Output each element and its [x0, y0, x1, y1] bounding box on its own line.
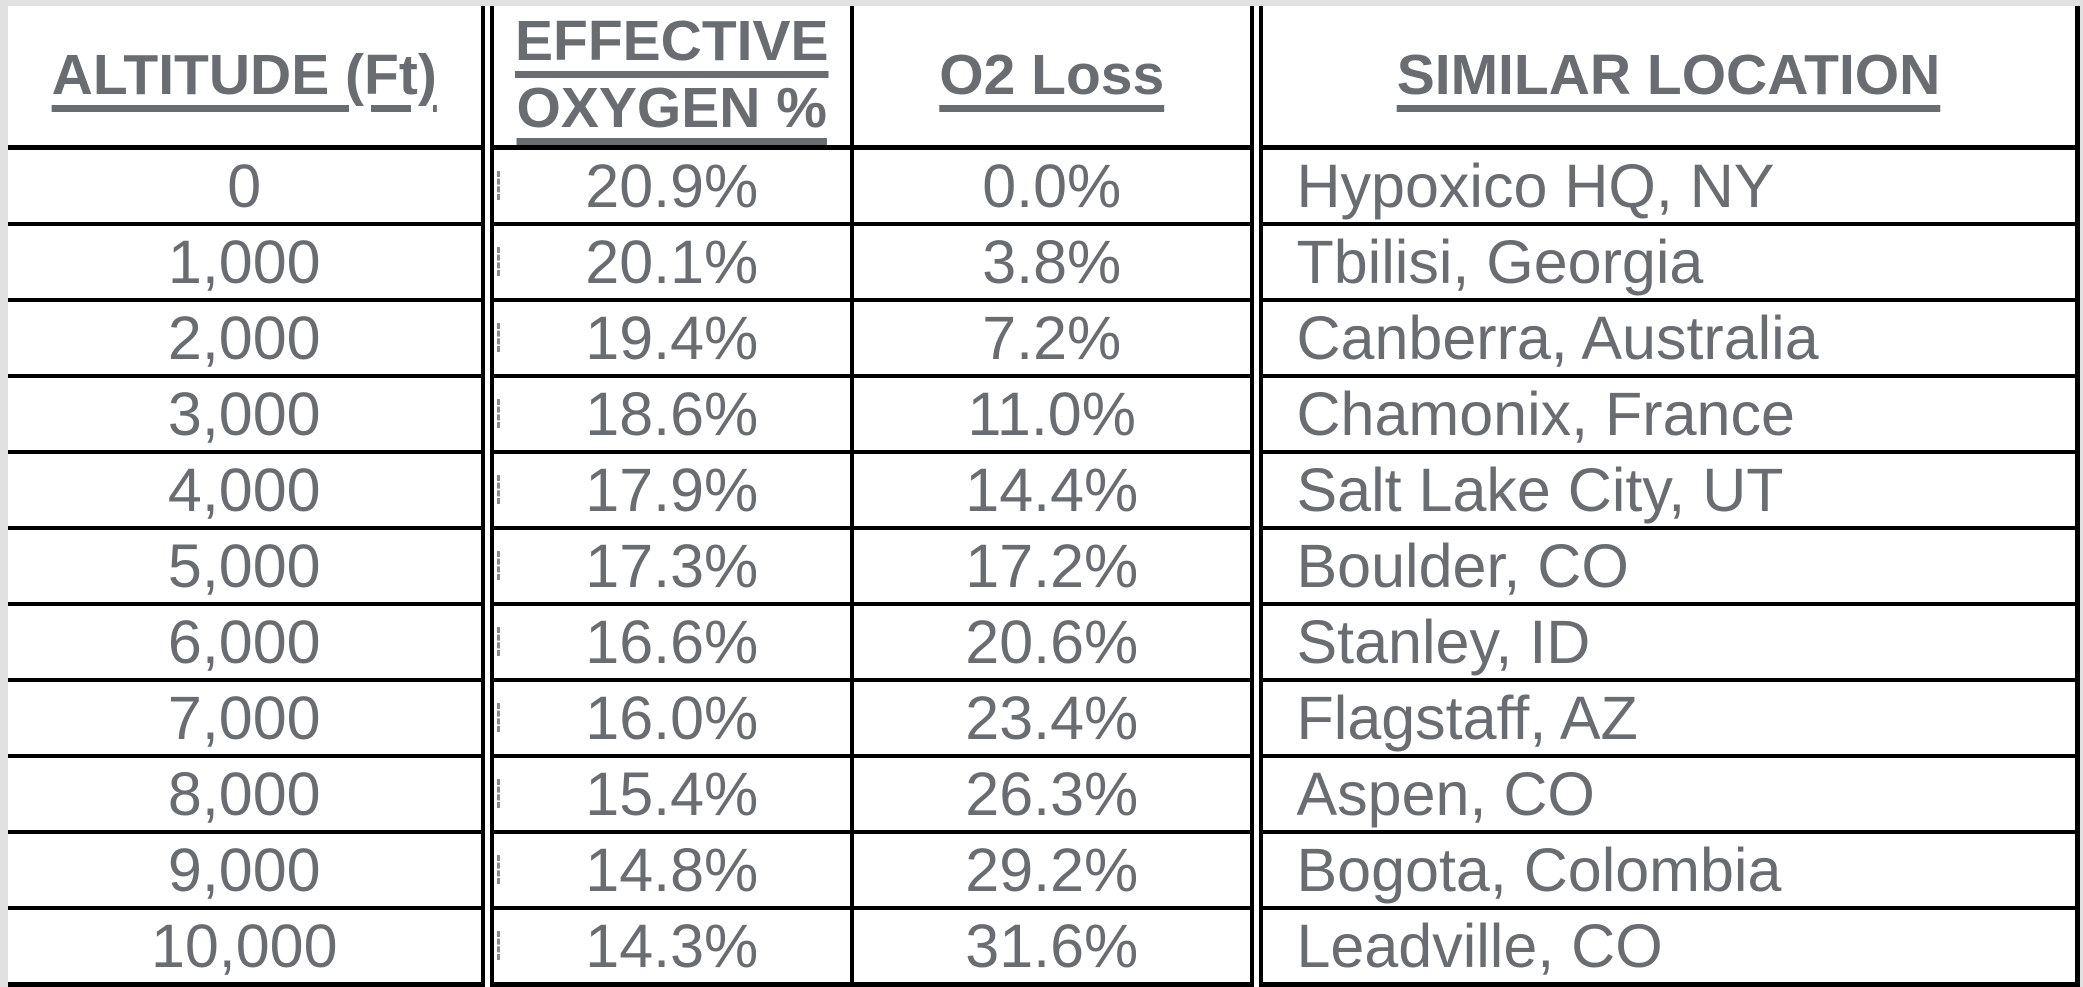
o2-loss-cell: 11.0%	[850, 375, 1256, 454]
column-header-altitude: ALTITUDE (Ft)	[8, 6, 487, 150]
table-row: 5,000 17.3% 17.2% Boulder, CO	[8, 527, 2077, 606]
column-header-o2-loss-label: O2 Loss	[939, 42, 1165, 107]
similar-location-cell: Boulder, CO	[1249, 527, 2077, 606]
column-header-similar-location-label: SIMILAR LOCATION	[1396, 42, 1941, 107]
column-header-effective-oxygen: EFFECTIVE OXYGEN %	[480, 6, 852, 150]
altitude-cell: 5,000	[8, 527, 487, 606]
table-row: 0 20.9% 0.0% Hypoxico HQ, NY	[8, 147, 2077, 226]
column-header-oxygen-label-line1: EFFECTIVE	[514, 9, 829, 74]
altitude-cell: 10,000	[8, 907, 487, 986]
table-row: 4,000 17.9% 14.4% Salt Lake City, UT	[8, 451, 2077, 530]
altitude-cell: 1,000	[8, 223, 487, 302]
column-header-similar-location: SIMILAR LOCATION	[1249, 6, 2077, 150]
effective-oxygen-cell: 19.4%	[480, 299, 852, 378]
altitude-cell: 8,000	[8, 755, 487, 834]
o2-loss-cell: 14.4%	[850, 451, 1256, 530]
effective-oxygen-cell: 16.6%	[480, 603, 852, 682]
similar-location-cell: Aspen, CO	[1249, 755, 2077, 834]
similar-location-cell: Hypoxico HQ, NY	[1249, 147, 2077, 226]
altitude-cell: 2,000	[8, 299, 487, 378]
table-row: 1,000 20.1% 3.8% Tbilisi, Georgia	[8, 223, 2077, 302]
altitude-cell: 6,000	[8, 603, 487, 682]
altitude-oxygen-table: ALTITUDE (Ft) EFFECTIVE OXYGEN % O2 Loss…	[8, 6, 2080, 987]
o2-loss-cell: 0.0%	[850, 147, 1256, 226]
table-body: 0 20.9% 0.0% Hypoxico HQ, NY 1,000 20.1%…	[8, 147, 2077, 986]
table-header: ALTITUDE (Ft) EFFECTIVE OXYGEN % O2 Loss…	[8, 6, 2077, 150]
effective-oxygen-cell: 14.8%	[480, 831, 852, 910]
altitude-cell: 7,000	[8, 679, 487, 758]
o2-loss-cell: 7.2%	[850, 299, 1256, 378]
o2-loss-cell: 20.6%	[850, 603, 1256, 682]
altitude-cell: 4,000	[8, 451, 487, 530]
similar-location-cell: Tbilisi, Georgia	[1249, 223, 2077, 302]
table-row: 8,000 15.4% 26.3% Aspen, CO	[8, 755, 2077, 834]
similar-location-cell: Salt Lake City, UT	[1249, 451, 2077, 530]
effective-oxygen-cell: 18.6%	[480, 375, 852, 454]
effective-oxygen-cell: 14.3%	[480, 907, 852, 986]
o2-loss-cell: 29.2%	[850, 831, 1256, 910]
effective-oxygen-cell: 17.3%	[480, 527, 852, 606]
column-header-altitude-label: ALTITUDE (Ft)	[51, 42, 437, 107]
page-background: ALTITUDE (Ft) EFFECTIVE OXYGEN % O2 Loss…	[8, 6, 2080, 987]
table-row: 6,000 16.6% 20.6% Stanley, ID	[8, 603, 2077, 682]
effective-oxygen-cell: 20.9%	[480, 147, 852, 226]
effective-oxygen-cell: 15.4%	[480, 755, 852, 834]
o2-loss-cell: 17.2%	[850, 527, 1256, 606]
table-row: 7,000 16.0% 23.4% Flagstaff, AZ	[8, 679, 2077, 758]
similar-location-cell: Chamonix, France	[1249, 375, 2077, 454]
table-row: 9,000 14.8% 29.2% Bogota, Colombia	[8, 831, 2077, 910]
altitude-cell: 0	[8, 147, 487, 226]
altitude-cell: 3,000	[8, 375, 487, 454]
o2-loss-cell: 3.8%	[850, 223, 1256, 302]
table-row: 2,000 19.4% 7.2% Canberra, Australia	[8, 299, 2077, 378]
altitude-cell: 9,000	[8, 831, 487, 910]
similar-location-cell: Stanley, ID	[1249, 603, 2077, 682]
table-row: 10,000 14.3% 31.6% Leadville, CO	[8, 907, 2077, 986]
effective-oxygen-cell: 20.1%	[480, 223, 852, 302]
column-header-oxygen-label-line2: OXYGEN %	[516, 76, 827, 141]
o2-loss-cell: 31.6%	[850, 907, 1256, 986]
o2-loss-cell: 26.3%	[850, 755, 1256, 834]
similar-location-cell: Flagstaff, AZ	[1249, 679, 2077, 758]
effective-oxygen-cell: 17.9%	[480, 451, 852, 530]
similar-location-cell: Canberra, Australia	[1249, 299, 2077, 378]
o2-loss-cell: 23.4%	[850, 679, 1256, 758]
column-header-o2-loss: O2 Loss	[850, 6, 1256, 150]
similar-location-cell: Leadville, CO	[1249, 907, 2077, 986]
header-row: ALTITUDE (Ft) EFFECTIVE OXYGEN % O2 Loss…	[8, 6, 2077, 150]
table-row: 3,000 18.6% 11.0% Chamonix, France	[8, 375, 2077, 454]
similar-location-cell: Bogota, Colombia	[1249, 831, 2077, 910]
effective-oxygen-cell: 16.0%	[480, 679, 852, 758]
